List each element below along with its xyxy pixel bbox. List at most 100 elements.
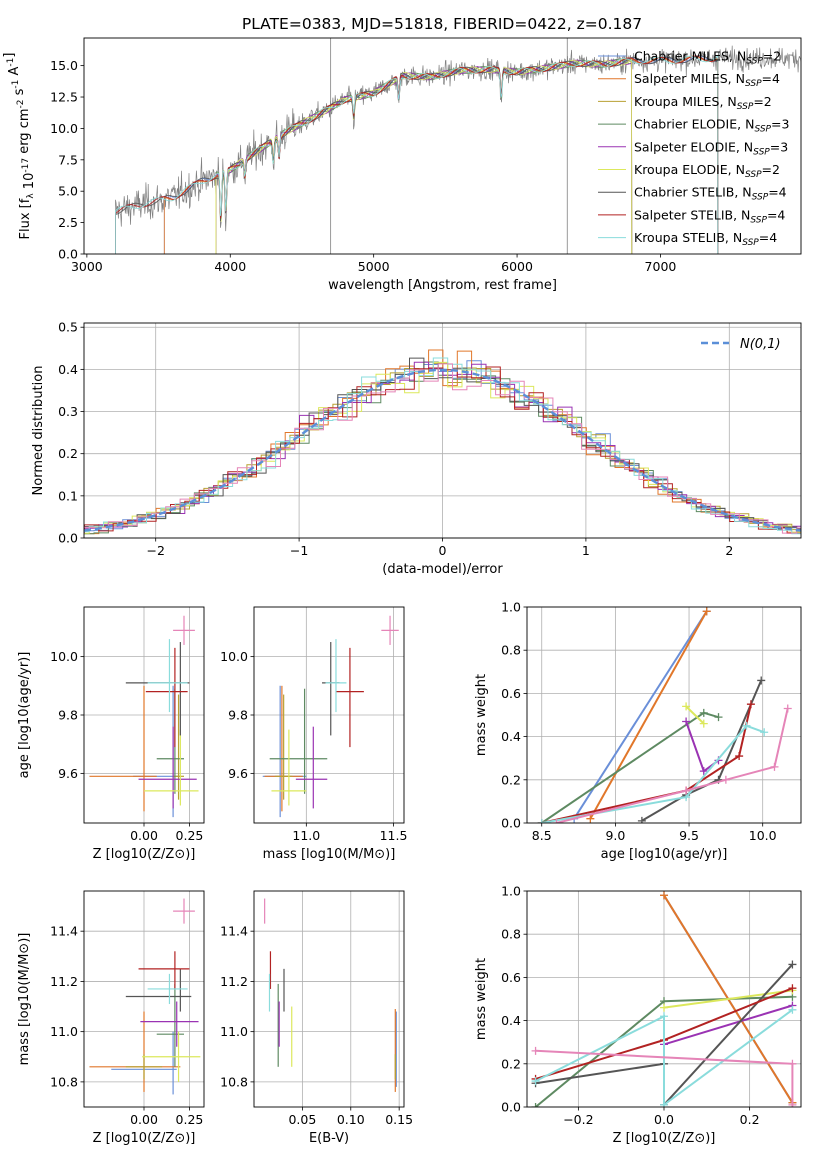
x-tick-label: 2 [725, 543, 733, 558]
label-part: mass [log10(M/M⊙)] [263, 847, 396, 862]
label-part: -1 [11, 80, 21, 89]
x-axis-label: wavelength [Angstrom, rest frame] [328, 278, 557, 293]
histogram-area [84, 349, 801, 536]
label-part: Kroupa ELODIE, N [634, 162, 745, 177]
axes-frame [83, 37, 802, 255]
model-spectrum-kroupa-stelib [115, 55, 719, 254]
line-area [537, 607, 792, 823]
label-part: mass [log10(M/M⊙)] [17, 933, 32, 1066]
y-tick-label: 2.5 [58, 215, 78, 230]
label-part: Salpeter STELIB, N [634, 207, 750, 222]
y-tick-label: 11.2 [220, 974, 248, 989]
x-tick-label: 0.15 [385, 1112, 413, 1127]
y-tick-label: 0.1 [58, 488, 78, 503]
y-tick-label: 15.0 [50, 58, 78, 73]
label-part: (data-model)/error [382, 562, 503, 577]
y-tick-label: 5.0 [58, 184, 78, 199]
weight-marker-chabrier-stelib [637, 816, 646, 823]
weight-marker-salpeter-miles [586, 814, 595, 823]
label-part: age [log10(age/yr)] [601, 847, 728, 862]
weight-marker-chabrier-elodie [531, 1103, 540, 1107]
x-tick-label: −0.2 [563, 1112, 593, 1127]
label-part: Chabrier MILES, N [634, 49, 746, 64]
x-tick-label: 0.10 [337, 1112, 365, 1127]
legend-value: =2 [763, 49, 781, 64]
label-part: wavelength [Angstrom, rest frame] [328, 278, 557, 293]
y-tick-label: 10.0 [50, 121, 78, 136]
x-tick-label: 10.0 [749, 828, 777, 843]
x-tick-label: 6000 [501, 259, 533, 274]
x-axis-label: mass [log10(M/M⊙)] [263, 847, 396, 862]
label-part: 10 [22, 173, 37, 194]
y-tick-label: 9.6 [228, 766, 248, 781]
axes-frame [83, 606, 205, 824]
weight-line-kroupa-elodie [685, 705, 705, 725]
x-axis-label: Z [log10(Z/Z⊙)] [93, 1131, 196, 1146]
legend-label-kroupa-miles: Kroupa MILES, NSSP=2 [634, 94, 772, 112]
spectrum-plot-area [115, 38, 801, 254]
model-spectrum-kroupa-elodie [215, 59, 633, 254]
weight-marker-chabrier-stelib [757, 676, 766, 685]
weight-line-chabrier-miles [573, 610, 708, 820]
errorbar-area [262, 615, 399, 818]
label-part: Flux [f [18, 198, 33, 239]
weight-marker-kroupa-elodie [660, 1003, 668, 1012]
legend-subscript: SSP [745, 79, 762, 89]
mass-weight-vs-age-panel: 0.0 0.2 0.4 0.6 0.8 1.0 8.5 9.0 9.5 10.0 age [log1… [474, 600, 802, 862]
y-tick-label: 0.0 [58, 531, 78, 546]
weight-marker-kroupa-stelib [760, 728, 769, 737]
axes-frame [526, 890, 802, 1108]
label-part: Z [log10(Z/Z⊙)] [93, 847, 196, 862]
errorbar-area [264, 898, 397, 1092]
y-axis-label: mass weight [474, 674, 489, 756]
y-tick-label: 11.4 [220, 924, 248, 939]
legend-subscript: SSP [746, 57, 763, 67]
y-tick-label: 12.5 [50, 90, 78, 105]
x-tick-label: 4000 [214, 259, 246, 274]
legend-subscript: SSP [754, 125, 771, 135]
legend-label-kroupa-stelib: Kroupa STELIB, NSSP=4 [634, 230, 777, 248]
label-part: Normed distribution [31, 366, 46, 496]
x-tick-label: 9.0 [605, 828, 625, 843]
axes-frame [253, 606, 405, 824]
weight-line-kroupa-elodie [663, 989, 793, 1009]
x-axis-label: (data-model)/error [382, 562, 503, 577]
histogram-salpeter-stelib-legend-2 [84, 363, 801, 534]
label-part: A [7, 66, 22, 79]
legend-subscript: SSP [752, 193, 769, 203]
mass-vs-extinction-panel: 10.8 11.0 11.2 11.4 0.05 0.10 0.15 E(B-V) [220, 890, 413, 1146]
y-axis-label: mass [log10(M/M⊙)] [17, 933, 32, 1066]
legend-value: =4 [759, 230, 777, 245]
x-tick-label: 0.00 [130, 828, 158, 843]
weight-marker-salpeter-elodie [699, 767, 708, 776]
y-axis-label: age [log10(age/yr)] [17, 652, 32, 779]
y-tick-label: 9.8 [58, 708, 78, 723]
weight-marker-chabrier-elodie [714, 713, 723, 722]
y-tick-label: 9.6 [58, 766, 78, 781]
legend-value: =2 [762, 162, 780, 177]
weight-marker-kroupa-stelib [742, 721, 751, 730]
weight-marker-chabrier-elodie [699, 708, 708, 717]
weight-marker-salpeter-stelib-legend-2 [770, 762, 779, 771]
weight-marker-chabrier-stelib [788, 960, 797, 969]
weight-marker-salpeter-stelib-legend-2 [682, 786, 691, 795]
legend-label-salpeter-elodie: Salpeter ELODIE, NSSP=3 [634, 139, 788, 157]
y-axis-label: Flux [fλ 10-17 erg cm-2 s-1 A-1] [2, 53, 37, 240]
histogram-kroupa-stelib [84, 357, 801, 535]
y-tick-label: 11.4 [50, 924, 78, 939]
x-tick-label: −1 [290, 543, 308, 558]
label-part: -2 [16, 100, 26, 109]
legend-label-chabrier-elodie: Chabrier ELODIE, NSSP=3 [634, 117, 789, 135]
spectrum-panel: 0.0 2.5 5.0 7.5 10.0 12.5 15.0 3000 4000 5000 6000… [2, 37, 802, 293]
x-tick-label: 0.0 [654, 1112, 674, 1127]
y-tick-label: 0.2 [58, 446, 78, 461]
weight-marker-salpeter-miles [660, 891, 668, 900]
label-part: E(B-V) [309, 1131, 349, 1146]
label-part: λ [26, 193, 36, 199]
errorbar-area [89, 898, 201, 1095]
y-tick-label: 0.2 [501, 772, 521, 787]
legend-label-salpeter-miles: Salpeter MILES, NSSP=4 [634, 71, 780, 89]
label-part: erg cm [17, 108, 32, 157]
label-part: -17 [21, 158, 31, 173]
